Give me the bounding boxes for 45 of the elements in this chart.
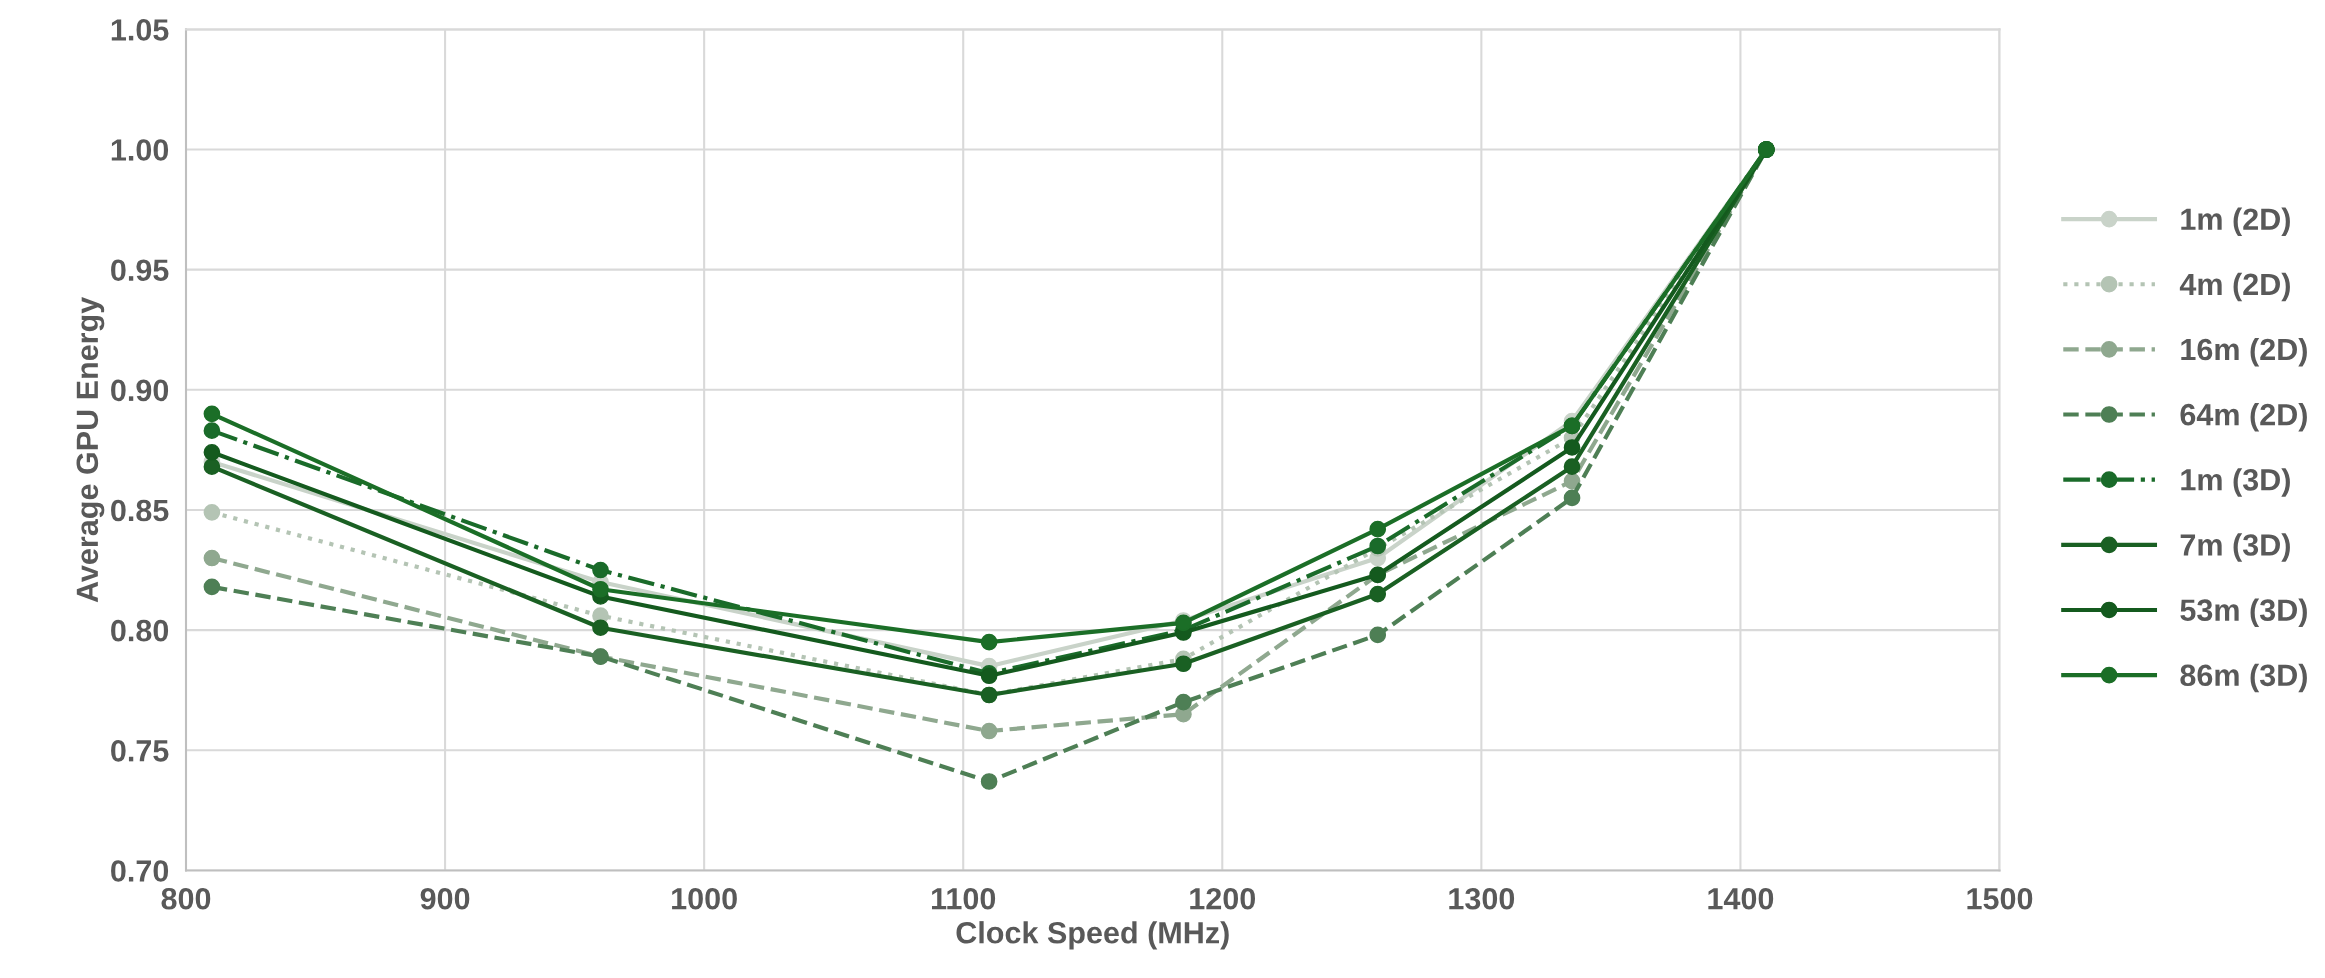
x-tick-label: 1000 <box>672 887 737 910</box>
point <box>592 619 609 637</box>
y-tick-label: 1.05 <box>111 19 169 41</box>
point <box>980 633 998 651</box>
point <box>1369 626 1387 644</box>
x-tick-label: 1100 <box>932 887 996 910</box>
point <box>1175 655 1192 673</box>
point <box>1563 489 1581 507</box>
y-tick-label: 0.85 <box>111 499 169 522</box>
x-tick-label: 800 <box>161 887 211 910</box>
y-tick-label: 1.00 <box>111 139 169 161</box>
point <box>1175 693 1192 711</box>
y-tick-label: 0.75 <box>111 740 169 762</box>
point <box>1563 458 1581 476</box>
y-tick-label: 0.80 <box>111 619 169 642</box>
point <box>203 504 221 521</box>
point <box>980 773 998 790</box>
point <box>1563 439 1581 456</box>
y-tick-label: 0.70 <box>111 860 169 882</box>
y-tick-label: 0.95 <box>111 259 169 282</box>
point <box>203 578 221 596</box>
legend-label: 16m (2D) <box>2181 337 2307 367</box>
point <box>203 422 221 439</box>
point <box>592 561 609 579</box>
legend-label: 64m (2D) <box>2180 403 2307 432</box>
y-tick-label: 0.90 <box>111 379 169 402</box>
legend-label: 86m (3D) <box>2180 663 2307 693</box>
point <box>203 405 221 423</box>
point <box>592 580 609 598</box>
legend-label: 1m (3D) <box>2181 468 2290 497</box>
legend-label: 7m (3D) <box>2180 533 2290 562</box>
point <box>1369 520 1387 538</box>
x-tick-label: 1500 <box>1967 887 2033 910</box>
point <box>1369 585 1387 603</box>
legend-label: 1m (2D) <box>2181 207 2290 237</box>
x-tick-label: 900 <box>420 887 470 910</box>
point <box>980 722 998 740</box>
x-tick-label: 1300 <box>1449 887 1515 910</box>
y-axis-title: Average GPU Energy <box>76 296 105 603</box>
x-axis-title: Clock Speed (MHz) <box>956 921 1229 950</box>
legend-label: 53m (3D) <box>2180 598 2307 627</box>
legend-label: 4m (2D) <box>2179 272 2290 302</box>
x-tick-label: 1200 <box>1190 887 1256 910</box>
x-tick-label: 1400 <box>1708 887 1774 910</box>
point <box>203 549 221 567</box>
